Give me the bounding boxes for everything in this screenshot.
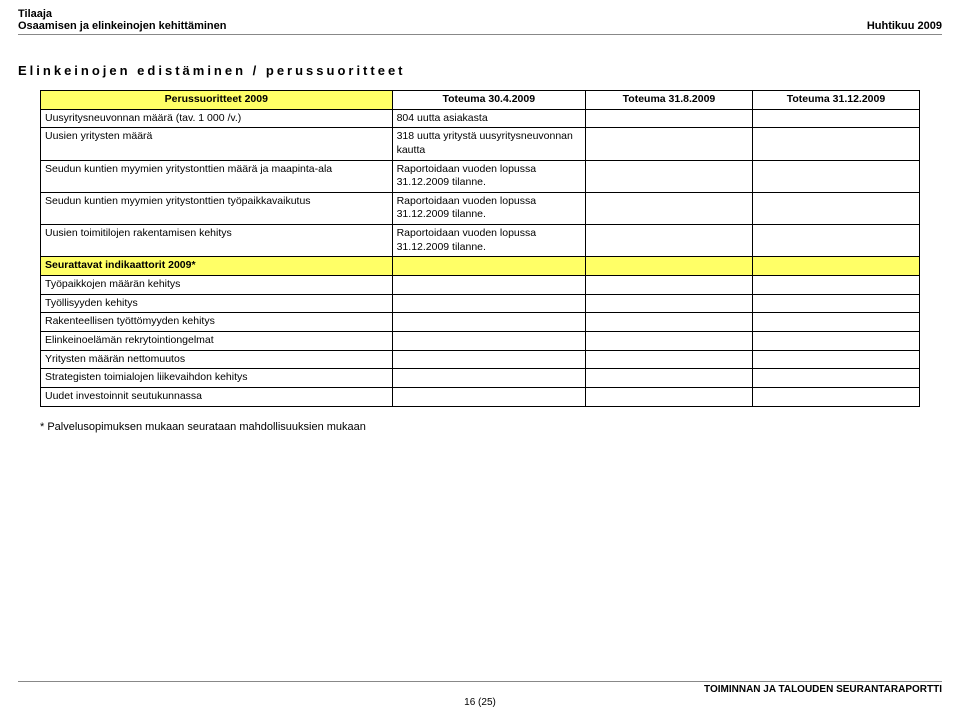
- page-number: 16 (25): [18, 697, 942, 708]
- row-c2: Raportoidaan vuoden lopussa 31.12.2009 t…: [392, 160, 585, 192]
- table-header-row: Perussuoritteet 2009 Toteuma 30.4.2009 T…: [41, 91, 920, 110]
- row-label: Strategisten toimialojen liikevaihdon ke…: [41, 369, 393, 388]
- row-label: Yritysten määrän nettomuutos: [41, 350, 393, 369]
- section-title: Elinkeinojen edistäminen / perussuoritte…: [0, 39, 960, 90]
- table-row: Uudet investoinnit seutukunnassa: [41, 387, 920, 406]
- row-c2: Raportoidaan vuoden lopussa 31.12.2009 t…: [392, 192, 585, 224]
- row-label: Työpaikkojen määrän kehitys: [41, 276, 393, 295]
- row-label: Uusien toimitilojen rakentamisen kehitys: [41, 225, 393, 257]
- table-row: Uusyritysneuvonnan määrä (tav. 1 000 /v.…: [41, 109, 920, 128]
- row-c4: [752, 192, 919, 224]
- table-row: Uusien yritysten määrä 318 uutta yrityst…: [41, 128, 920, 160]
- th-col1: Perussuoritteet 2009: [41, 91, 393, 110]
- table-row: Työllisyyden kehitys: [41, 294, 920, 313]
- row-label: Työllisyyden kehitys: [41, 294, 393, 313]
- th-col3: Toteuma 31.8.2009: [585, 91, 752, 110]
- row-c2: 804 uutta asiakasta: [392, 109, 585, 128]
- row-c3: [585, 109, 752, 128]
- table-row: Seudun kuntien myymien yritystonttien mä…: [41, 160, 920, 192]
- row-c3: [585, 160, 752, 192]
- section2-header: Seurattavat indikaattorit 2009*: [41, 257, 393, 276]
- table-section-header: Seurattavat indikaattorit 2009*: [41, 257, 920, 276]
- th-col2: Toteuma 30.4.2009: [392, 91, 585, 110]
- table-row: Yritysten määrän nettomuutos: [41, 350, 920, 369]
- table-row: Uusien toimitilojen rakentamisen kehitys…: [41, 225, 920, 257]
- row-c2: 318 uutta yritystä uusyritysneuvonnan ka…: [392, 128, 585, 160]
- th-col4: Toteuma 31.12.2009: [752, 91, 919, 110]
- row-c3: [585, 128, 752, 160]
- row-c3: [585, 192, 752, 224]
- table-container: Perussuoritteet 2009 Toteuma 30.4.2009 T…: [0, 90, 960, 407]
- header-left: Osaamisen ja elinkeinojen kehittäminen: [18, 20, 226, 32]
- row-label: Elinkeinoelämän rekrytointiongelmat: [41, 331, 393, 350]
- row-label: Uusyritysneuvonnan määrä (tav. 1 000 /v.…: [41, 109, 393, 128]
- row-c4: [752, 109, 919, 128]
- page-footer: TOIMINNAN JA TALOUDEN SEURANTARAPORTTI 1…: [0, 681, 960, 708]
- row-label: Seudun kuntien myymien yritystonttien mä…: [41, 160, 393, 192]
- table-row: Työpaikkojen määrän kehitys: [41, 276, 920, 295]
- row-c4: [752, 225, 919, 257]
- table-row: Seudun kuntien myymien yritystonttien ty…: [41, 192, 920, 224]
- header-line1: Tilaaja: [18, 8, 942, 20]
- row-c3: [585, 225, 752, 257]
- footnote: * Palvelusopimuksen mukaan seurataan mah…: [0, 407, 960, 447]
- row-label: Uudet investoinnit seutukunnassa: [41, 387, 393, 406]
- row-label: Uusien yritysten määrä: [41, 128, 393, 160]
- row-c4: [752, 160, 919, 192]
- row-label: Seudun kuntien myymien yritystonttien ty…: [41, 192, 393, 224]
- row-c2: Raportoidaan vuoden lopussa 31.12.2009 t…: [392, 225, 585, 257]
- table-row: Elinkeinoelämän rekrytointiongelmat: [41, 331, 920, 350]
- page-header: Tilaaja Osaamisen ja elinkeinojen kehitt…: [0, 0, 960, 39]
- header-line2: Osaamisen ja elinkeinojen kehittäminen H…: [18, 20, 942, 35]
- table-row: Strategisten toimialojen liikevaihdon ke…: [41, 369, 920, 388]
- report-table: Perussuoritteet 2009 Toteuma 30.4.2009 T…: [40, 90, 920, 407]
- footer-text: TOIMINNAN JA TALOUDEN SEURANTARAPORTTI: [704, 684, 942, 695]
- table-row: Rakenteellisen työttömyyden kehitys: [41, 313, 920, 332]
- header-right: Huhtikuu 2009: [867, 20, 942, 32]
- row-c4: [752, 128, 919, 160]
- row-label: Rakenteellisen työttömyyden kehitys: [41, 313, 393, 332]
